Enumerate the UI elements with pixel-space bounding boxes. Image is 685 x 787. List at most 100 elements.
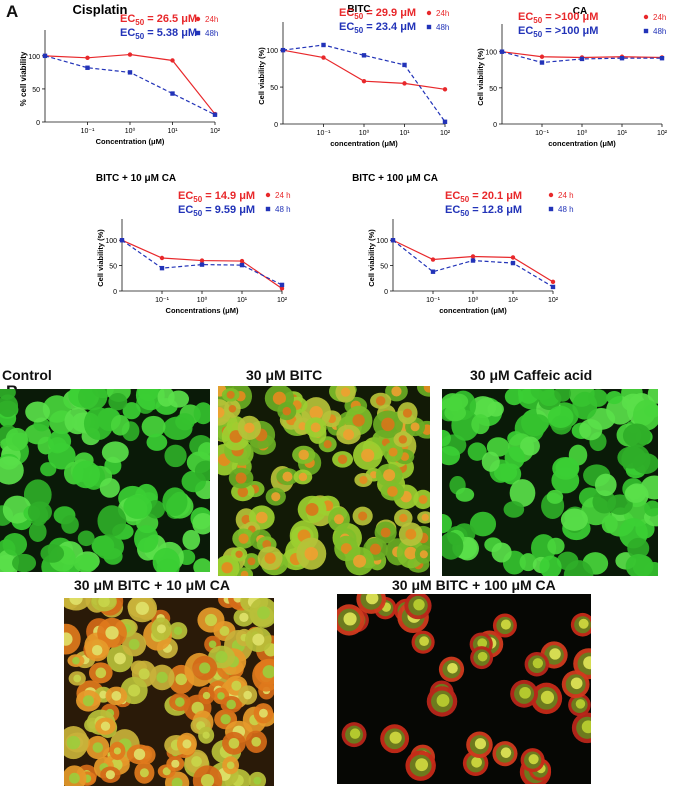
x-axis-label: concentration (μM)	[439, 306, 507, 315]
cell	[442, 514, 452, 534]
cell	[519, 553, 537, 572]
cell	[0, 394, 19, 418]
cell	[520, 436, 540, 456]
ec50-48h: EC50 = 12.8 μM	[445, 204, 522, 218]
cell	[607, 494, 633, 515]
cell	[547, 405, 574, 428]
cell-nucleus	[228, 737, 240, 749]
cell-nucleus	[208, 640, 217, 649]
point-24h	[279, 286, 285, 291]
cell	[73, 554, 98, 572]
cell-nucleus	[182, 739, 192, 749]
cell-nucleus	[415, 758, 429, 772]
cell-nucleus	[173, 626, 183, 635]
x-tick-label: 10⁻¹	[426, 297, 440, 304]
cell	[72, 460, 101, 489]
cell-nucleus	[343, 429, 355, 441]
cell	[442, 532, 464, 560]
cell-nucleus	[349, 728, 361, 739]
chart-title: BITC + 10 μM CA	[96, 173, 176, 184]
cell	[503, 501, 525, 518]
cell	[5, 427, 28, 451]
ec50-48h: EC50 = 9.59 μM	[178, 204, 255, 218]
cell-nucleus	[358, 511, 368, 521]
cell	[467, 442, 487, 461]
micrograph-image	[64, 598, 274, 786]
point-48h	[199, 262, 205, 267]
cell	[530, 389, 555, 401]
series-line-48h	[392, 239, 554, 288]
x-tick-label: 10¹	[167, 128, 178, 135]
cell-nucleus	[191, 756, 202, 767]
cell-nucleus	[423, 386, 430, 393]
cell-nucleus	[175, 697, 185, 707]
cell-nucleus	[98, 598, 110, 608]
cell-nucleus	[399, 513, 408, 523]
cell-nucleus	[343, 612, 357, 626]
cell-nucleus	[175, 673, 188, 686]
cell	[2, 532, 28, 556]
x-tick-label: 10⁰	[125, 127, 136, 135]
point-48h	[402, 62, 407, 68]
cell	[101, 441, 129, 463]
cell	[555, 457, 579, 478]
cell-nucleus	[361, 448, 375, 462]
cell-nucleus	[532, 658, 543, 669]
cell-nucleus	[68, 772, 80, 784]
point-48h	[279, 282, 285, 288]
chart-title: CA	[573, 6, 587, 17]
cell-nucleus	[271, 492, 281, 502]
x-tick-label: 10²	[210, 128, 221, 135]
cell-nucleus	[388, 447, 398, 457]
cell-nucleus	[66, 735, 81, 750]
cell-nucleus	[365, 594, 379, 605]
cell-nucleus	[69, 598, 83, 605]
y-axis-label: Cell viability (%)	[96, 229, 105, 287]
cell-nucleus	[583, 656, 591, 670]
cell-nucleus	[369, 543, 382, 555]
cell-nucleus	[421, 513, 429, 522]
cell-nucleus	[228, 404, 237, 413]
cell-nucleus	[352, 414, 365, 427]
cell-nucleus	[156, 624, 166, 634]
legend-marker-48h	[265, 206, 271, 212]
cell-nucleus	[380, 527, 391, 538]
cell-nucleus	[113, 747, 121, 755]
cell-nucleus	[72, 656, 80, 665]
x-tick-label: 10¹	[617, 130, 628, 137]
series-line-48h	[44, 55, 216, 116]
cell	[471, 414, 490, 435]
cell-nucleus	[135, 601, 149, 615]
ec50-24h: EC50 = 29.9 μM	[339, 7, 416, 21]
cell-nucleus	[114, 652, 126, 665]
cell	[509, 479, 536, 507]
cell-nucleus	[575, 699, 586, 709]
cell-nucleus	[405, 528, 417, 540]
x-tick-label: 10⁰	[577, 129, 588, 137]
cell-nucleus	[272, 391, 286, 405]
y-tick-label: 100	[266, 48, 278, 55]
cell-nucleus	[305, 502, 319, 516]
point-24h	[170, 58, 175, 63]
y-axis-label: % cell viability	[19, 51, 28, 106]
cell-nucleus	[171, 759, 180, 768]
y-tick-label: 0	[384, 289, 388, 296]
cell-nucleus	[138, 668, 150, 680]
cell-nucleus	[477, 638, 488, 649]
x-tick-label: 10²	[657, 130, 668, 137]
cell-nucleus	[477, 651, 488, 662]
point-48h	[119, 238, 125, 243]
cell	[25, 401, 50, 423]
micrograph-title-bitc: 30 μM BITC	[246, 367, 323, 383]
x-tick-label: 10⁻¹	[155, 297, 169, 304]
cell-nucleus	[333, 514, 344, 525]
micrograph-title-bitc-100-ca: 30 μM BITC + 100 μM CA	[392, 577, 556, 593]
cell-nucleus	[105, 770, 115, 780]
cell	[64, 407, 91, 435]
cell	[28, 521, 47, 542]
point-24h	[430, 257, 436, 262]
x-tick-label: 10⁻¹	[317, 130, 331, 137]
micrograph-bitc-10-ca	[64, 598, 274, 786]
cell-nucleus	[359, 475, 368, 485]
